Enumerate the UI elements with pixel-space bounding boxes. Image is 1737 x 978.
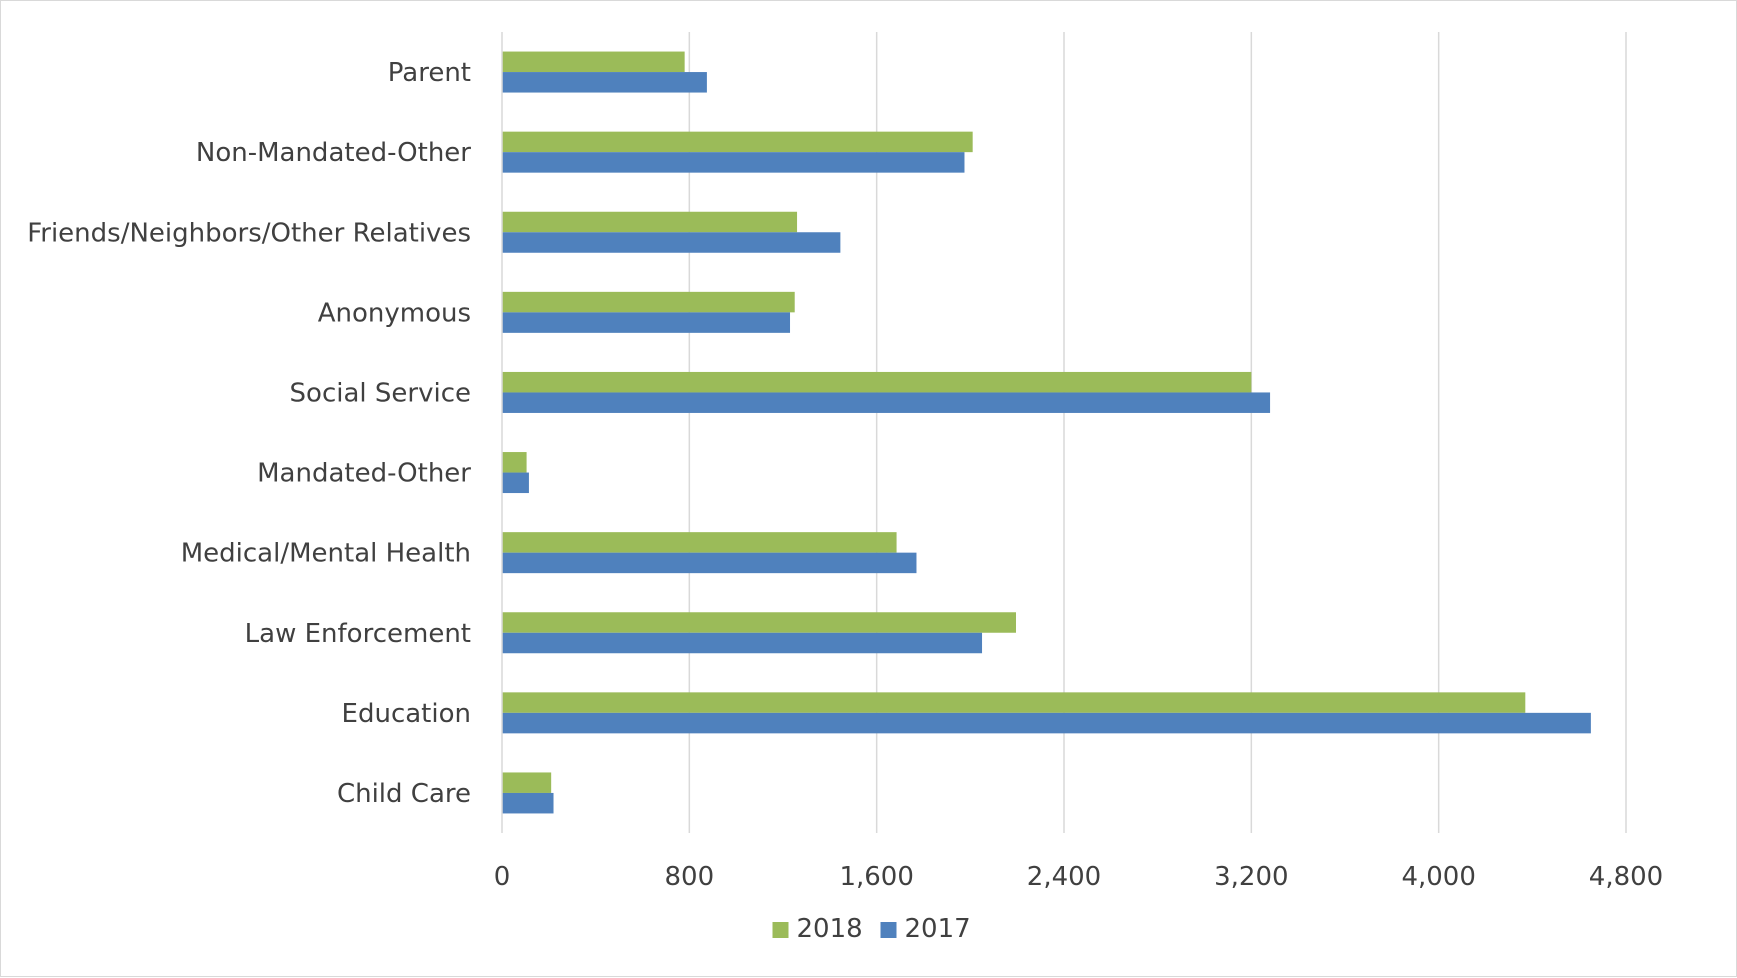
bar-2017-anonymous — [502, 312, 791, 333]
legend-label-2018: 2018 — [797, 914, 863, 944]
category-labels: Parent Non-Mandated-Other Friends/Neighbor… — [27, 58, 471, 809]
legend-label-2017: 2017 — [905, 914, 971, 944]
x-tick-label: 3,200 — [1214, 862, 1288, 892]
bar-2017-non-mandated-other — [502, 152, 965, 173]
x-tick-label: 1,600 — [839, 862, 913, 892]
bars — [502, 51, 1591, 814]
category-label: Mandated-Other — [257, 459, 471, 489]
bar-2017-medical-mental-health — [502, 552, 917, 574]
category-label: Friends/Neighbors/Other Relatives — [27, 218, 471, 248]
bar-2018-education — [502, 692, 1526, 713]
category-label: Child Care — [337, 779, 471, 809]
legend-swatch-2017 — [880, 922, 897, 938]
bar-2018-anonymous — [502, 291, 795, 313]
x-tick-label: 800 — [665, 862, 715, 892]
category-label: Parent — [388, 58, 471, 88]
bar-2018-child-care — [502, 772, 552, 793]
bar-2017-social-service — [502, 392, 1271, 413]
x-tick-labels: 0 800 1,600 2,400 3,200 4,000 4,800 — [494, 862, 1663, 892]
bar-2017-parent — [502, 72, 707, 93]
legend-swatch-2018 — [772, 922, 789, 938]
bar-2018-medical-mental-health — [502, 532, 897, 553]
bar-2018-social-service — [502, 371, 1252, 393]
x-tick-label: 2,400 — [1027, 862, 1101, 892]
bar-2017-law-enforcement — [502, 632, 983, 654]
bar-2018-law-enforcement — [502, 612, 1016, 633]
bar-2018-mandated-other — [502, 452, 527, 473]
bar-2018-friends-neighbors-other-relatives — [502, 211, 798, 233]
category-label: Education — [342, 699, 471, 729]
bar-2018-parent — [502, 51, 685, 73]
category-label: Non-Mandated-Other — [196, 138, 471, 168]
bar-2017-mandated-other — [502, 472, 529, 494]
x-tick-label: 0 — [494, 862, 511, 892]
category-label: Anonymous — [318, 298, 471, 328]
bar-2018-non-mandated-other — [502, 131, 973, 153]
bar-2017-friends-neighbors-other-relatives — [502, 232, 841, 253]
category-label: Medical/Mental Health — [181, 539, 471, 569]
x-tick-label: 4,000 — [1401, 862, 1475, 892]
bar-2017-child-care — [502, 792, 554, 814]
x-tick-label: 4,800 — [1589, 862, 1663, 892]
category-label: Law Enforcement — [245, 619, 471, 649]
category-label: Social Service — [290, 378, 471, 408]
legend: 2018 2017 — [772, 914, 971, 944]
bar-2017-education — [502, 712, 1591, 734]
